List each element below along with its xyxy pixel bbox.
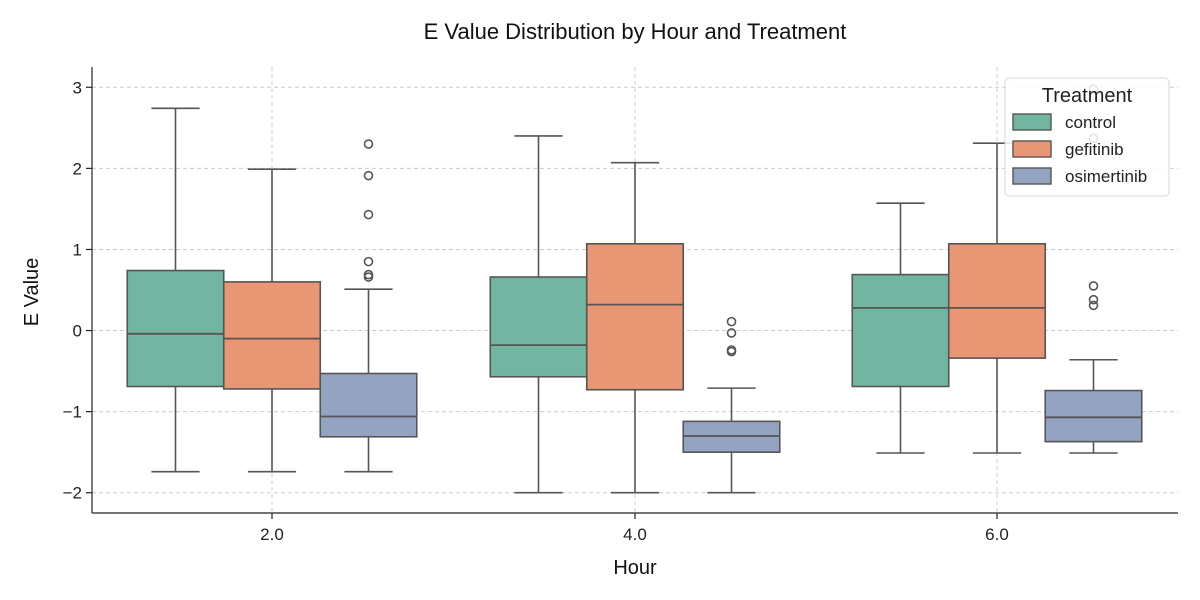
legend-swatch — [1012, 140, 1052, 158]
legend-item-osimertinib: osimertinib — [1012, 167, 1147, 186]
x-tick-label: 4.0 — [623, 525, 647, 544]
outlier-point — [726, 345, 737, 355]
box-gefitinib-6.0 — [947, 142, 1047, 454]
y-tick-label: 2 — [73, 159, 82, 178]
boxes — [126, 84, 1143, 494]
legend-item-control: control — [1012, 113, 1116, 132]
legend-label: control — [1065, 113, 1116, 132]
y-tick-label: −2 — [63, 484, 82, 503]
x-tick-label: 6.0 — [985, 525, 1009, 544]
x-axis-title: Hour — [613, 557, 657, 579]
y-tick-label: 1 — [73, 240, 82, 259]
x-tick-label: 2.0 — [260, 525, 284, 544]
iqr-box — [851, 273, 950, 388]
legend-swatch — [1012, 167, 1052, 185]
box-control-6.0 — [851, 202, 950, 454]
y-axis-title: E Value — [21, 258, 43, 327]
outlier-point — [726, 316, 737, 327]
outlier-point — [1088, 300, 1099, 311]
legend-label: osimertinib — [1065, 167, 1147, 186]
iqr-box — [489, 276, 588, 378]
outlier-point — [1088, 281, 1099, 291]
outlier-point — [363, 170, 374, 181]
axes: −2 −1 0 1 2 3 2.0 4.0 6.0 — [63, 67, 1178, 544]
box-control-2.0 — [126, 107, 225, 473]
legend-title: Treatment — [1042, 85, 1133, 107]
box-osimertinib-6.0 — [1044, 84, 1143, 454]
outlier-point — [363, 139, 374, 149]
outlier-point — [363, 269, 374, 280]
iqr-box — [222, 281, 322, 390]
box-control-4.0 — [489, 135, 588, 494]
outlier-point — [363, 209, 374, 220]
legend-frame — [1004, 77, 1170, 197]
legend: Treatment control gefitinib osimertinib — [1004, 77, 1170, 197]
outlier-point — [1088, 294, 1099, 305]
legend-label: gefitinib — [1065, 140, 1124, 159]
legend-swatch — [1012, 113, 1052, 131]
box-osimertinib-4.0 — [682, 316, 781, 494]
box-gefitinib-4.0 — [585, 161, 685, 494]
iqr-box — [126, 269, 225, 388]
legend-item-gefitinib: gefitinib — [1012, 140, 1124, 159]
iqr-box — [1044, 389, 1143, 443]
box-gefitinib-2.0 — [222, 168, 322, 473]
iqr-box — [947, 242, 1047, 359]
y-tick-label: 0 — [73, 322, 82, 341]
iqr-box — [585, 242, 685, 391]
iqr-box — [319, 372, 418, 438]
y-tick-label: −1 — [63, 403, 82, 422]
y-tick-label: 3 — [73, 78, 82, 97]
outlier-point — [363, 256, 374, 267]
chart-title: E Value Distribution by Hour and Treatme… — [424, 19, 847, 44]
box-osimertinib-2.0 — [319, 139, 418, 473]
outlier-point — [726, 328, 737, 338]
